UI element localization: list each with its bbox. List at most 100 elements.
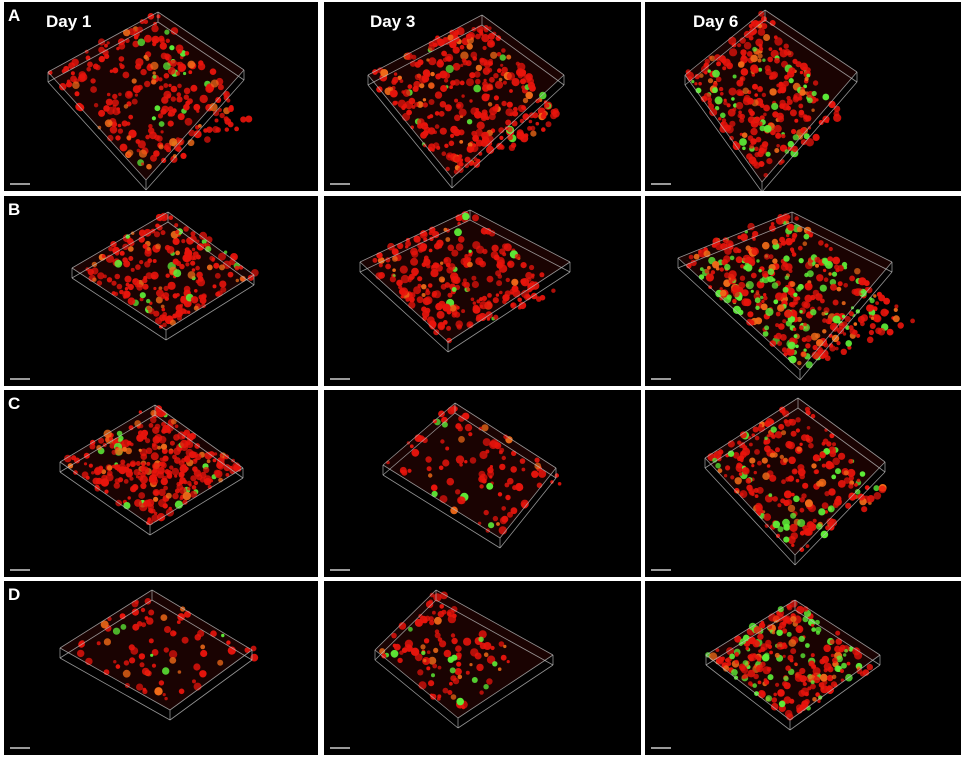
red-cell bbox=[507, 261, 512, 266]
red-cell bbox=[130, 461, 136, 467]
red-cell bbox=[742, 467, 750, 475]
red-cell bbox=[206, 459, 211, 464]
red-cell bbox=[152, 426, 160, 434]
bounding-box-edge bbox=[71, 277, 167, 341]
red-cell bbox=[772, 496, 778, 502]
red-cell bbox=[203, 243, 207, 247]
red-cell bbox=[812, 697, 817, 702]
bounding-box-edge bbox=[705, 664, 791, 731]
red-cell bbox=[413, 286, 422, 295]
red-cell bbox=[854, 483, 858, 487]
red-cell bbox=[178, 460, 185, 466]
red-cell bbox=[188, 129, 196, 137]
green-cell bbox=[431, 673, 435, 678]
red-cell bbox=[791, 128, 797, 135]
red-cell bbox=[433, 647, 439, 653]
red-cell bbox=[184, 247, 190, 253]
green-cell bbox=[492, 661, 498, 667]
red-cell bbox=[488, 230, 496, 237]
red-cell bbox=[785, 237, 793, 246]
red-cell bbox=[104, 53, 110, 60]
red-cell bbox=[183, 253, 192, 262]
red-cell bbox=[197, 629, 205, 637]
green-cell bbox=[763, 125, 772, 133]
panel-d-day-3 bbox=[324, 581, 641, 755]
red-cell bbox=[177, 431, 186, 440]
red-cell bbox=[87, 61, 93, 68]
red-cell bbox=[175, 229, 180, 235]
red-cell bbox=[411, 105, 416, 109]
red-cell bbox=[433, 130, 437, 134]
green-cell bbox=[539, 91, 547, 100]
red-cell bbox=[801, 700, 809, 708]
red-cell bbox=[541, 127, 546, 132]
red-cell bbox=[169, 657, 177, 664]
bounding-box-edge bbox=[374, 599, 437, 661]
red-cell bbox=[769, 340, 777, 347]
red-cell bbox=[398, 285, 403, 290]
green-cell bbox=[799, 310, 803, 314]
red-cell bbox=[164, 696, 168, 701]
red-cell bbox=[742, 87, 749, 95]
red-cell bbox=[203, 128, 208, 133]
red-cell bbox=[378, 272, 385, 279]
red-cell bbox=[828, 689, 833, 694]
red-cell bbox=[805, 343, 811, 349]
red-cell bbox=[771, 238, 778, 245]
red-cell bbox=[740, 68, 749, 76]
red-cell bbox=[854, 268, 861, 275]
red-cell bbox=[168, 449, 174, 455]
red-cell bbox=[518, 69, 526, 77]
green-cell bbox=[831, 474, 837, 480]
red-cell bbox=[798, 689, 806, 697]
bounding-box-edge bbox=[374, 659, 459, 729]
red-cell bbox=[158, 680, 165, 686]
red-cell bbox=[106, 106, 115, 115]
red-cell bbox=[476, 121, 485, 130]
red-cell bbox=[730, 475, 735, 480]
red-cell bbox=[470, 297, 475, 302]
red-cell bbox=[485, 301, 493, 310]
red-cell bbox=[511, 450, 517, 456]
red-cell bbox=[153, 231, 161, 238]
red-cell bbox=[771, 434, 776, 439]
red-cell bbox=[813, 469, 819, 475]
red-cell bbox=[193, 130, 202, 139]
red-cell bbox=[126, 135, 132, 141]
red-cell bbox=[829, 639, 835, 645]
red-cell bbox=[528, 119, 533, 124]
red-cell bbox=[138, 653, 146, 660]
red-cell bbox=[843, 283, 848, 288]
red-cell bbox=[456, 27, 465, 36]
red-cell bbox=[840, 669, 844, 673]
red-cell bbox=[449, 304, 457, 312]
green-cell bbox=[152, 74, 157, 79]
red-cell bbox=[799, 547, 805, 552]
red-cell bbox=[437, 665, 442, 670]
green-cell bbox=[764, 325, 770, 331]
red-cell bbox=[392, 256, 398, 262]
red-cell bbox=[722, 66, 727, 71]
bounding-box-edge bbox=[151, 589, 253, 651]
red-cell bbox=[130, 442, 134, 447]
green-cell bbox=[221, 633, 225, 638]
red-cell bbox=[511, 120, 518, 127]
red-cell bbox=[227, 646, 236, 655]
red-cell bbox=[704, 268, 710, 274]
red-cell bbox=[490, 439, 499, 448]
bounding-box-edge bbox=[794, 471, 886, 566]
red-cell bbox=[785, 263, 793, 271]
red-cell bbox=[122, 257, 128, 263]
red-cell bbox=[139, 260, 144, 265]
red-cell bbox=[790, 310, 798, 317]
red-cell bbox=[135, 264, 141, 270]
red-cell bbox=[104, 43, 108, 48]
red-cell bbox=[208, 451, 215, 458]
red-cell bbox=[439, 495, 448, 504]
red-cell bbox=[100, 478, 110, 487]
red-cell bbox=[782, 319, 787, 324]
red-cell bbox=[438, 276, 445, 283]
red-cell bbox=[539, 294, 546, 301]
red-cell bbox=[211, 257, 216, 261]
red-cell bbox=[869, 323, 876, 329]
